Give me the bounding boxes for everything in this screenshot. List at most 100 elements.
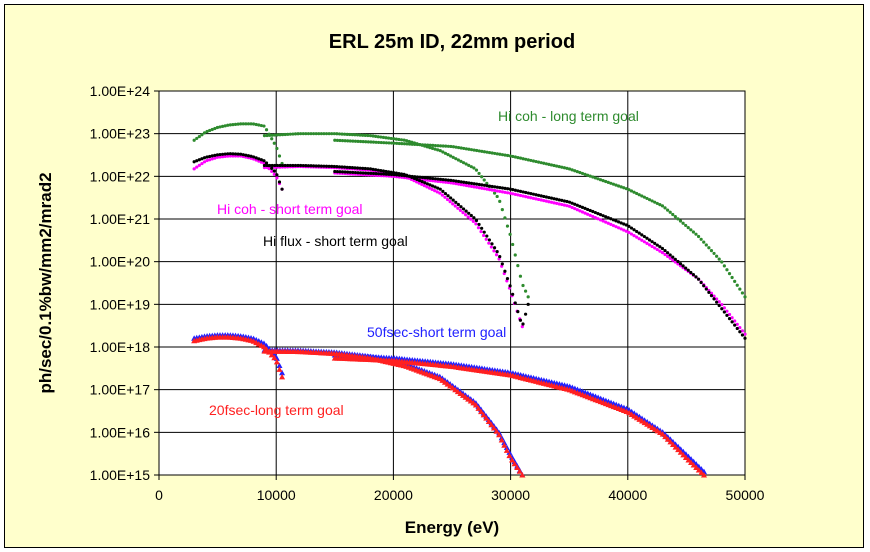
data-point	[529, 192, 533, 196]
data-point	[516, 189, 520, 193]
data-point	[195, 159, 199, 163]
data-point	[508, 154, 512, 158]
x-tick-label: 10000	[257, 487, 296, 503]
data-point	[457, 182, 461, 186]
data-point	[516, 264, 520, 268]
data-point	[673, 257, 677, 261]
data-point	[698, 469, 705, 476]
data-point	[498, 185, 502, 190]
data-point	[616, 184, 621, 188]
data-point	[596, 177, 600, 181]
data-point	[493, 185, 497, 189]
data-point	[358, 139, 363, 144]
data-point	[500, 153, 505, 157]
data-point	[466, 215, 470, 219]
data-point	[312, 164, 316, 168]
data-point	[306, 164, 311, 168]
data-point	[441, 177, 445, 182]
data-point	[454, 179, 458, 183]
data-point	[475, 185, 479, 189]
data-point	[609, 181, 613, 185]
data-point	[197, 158, 201, 162]
data-point	[472, 402, 479, 408]
data-point	[353, 139, 358, 143]
data-point	[376, 168, 380, 172]
data-point	[516, 155, 520, 160]
data-point	[464, 147, 468, 151]
data-point	[531, 192, 536, 196]
data-point	[699, 280, 703, 285]
data-point	[578, 204, 582, 208]
data-point	[725, 313, 729, 317]
data-point	[637, 237, 641, 241]
data-point	[335, 132, 339, 136]
data-point	[552, 163, 556, 168]
data-point	[487, 241, 491, 245]
data-point	[405, 142, 409, 146]
data-point	[537, 160, 541, 164]
data-point	[601, 178, 605, 183]
data-point	[635, 191, 639, 196]
data-point	[542, 161, 546, 165]
data-point	[735, 283, 739, 287]
data-point	[591, 175, 595, 179]
data-point	[531, 159, 536, 163]
data-point	[353, 170, 358, 175]
data-point	[479, 229, 483, 234]
data-point	[511, 292, 515, 296]
data-point	[304, 164, 308, 168]
data-point	[420, 175, 425, 180]
data-point	[614, 219, 618, 223]
data-point	[340, 165, 344, 169]
data-point	[565, 204, 569, 208]
data-point	[482, 230, 486, 234]
data-point	[246, 122, 251, 126]
data-point	[480, 175, 484, 179]
data-point	[192, 138, 196, 142]
data-point	[642, 240, 646, 244]
data-point	[513, 253, 517, 257]
data-point	[332, 164, 336, 169]
data-point	[392, 173, 396, 177]
data-point	[640, 194, 644, 198]
data-point	[526, 195, 530, 199]
y-tick-label: 1.00E+20	[90, 254, 151, 270]
data-point	[611, 182, 616, 186]
annotation-hi-coh-long: Hi coh - long term goal	[498, 108, 639, 124]
data-point	[518, 156, 523, 160]
data-point	[195, 136, 199, 141]
data-point	[431, 143, 435, 148]
data-point	[691, 230, 696, 234]
data-point	[260, 343, 267, 350]
data-point	[503, 447, 510, 453]
data-point	[537, 197, 541, 202]
data-point	[381, 135, 386, 139]
data-point	[593, 176, 597, 180]
data-point	[513, 192, 517, 196]
data-point	[236, 152, 240, 156]
data-point	[428, 145, 432, 150]
data-point	[534, 197, 538, 201]
data-point	[500, 262, 504, 266]
data-point	[459, 146, 463, 150]
data-point	[438, 144, 443, 148]
y-tick-labels: 1.00E+15 1.00E+16 1.00E+17 1.00E+18 1.00E+19…	[90, 83, 151, 483]
data-point	[549, 163, 554, 167]
data-point	[640, 233, 644, 237]
data-point	[578, 170, 582, 175]
data-point	[371, 167, 375, 171]
data-point	[415, 142, 419, 147]
data-point	[350, 166, 354, 170]
data-point	[275, 173, 279, 177]
data-point	[454, 145, 458, 149]
data-point	[542, 198, 546, 203]
data-point	[218, 125, 222, 129]
data-point	[446, 144, 450, 148]
data-point	[276, 362, 283, 369]
data-point	[480, 183, 484, 187]
data-point	[490, 184, 494, 189]
annotation-50fsec-short: 50fsec-short term goal	[367, 324, 506, 340]
data-point	[619, 227, 623, 231]
data-point	[549, 200, 554, 204]
data-point	[254, 156, 258, 160]
